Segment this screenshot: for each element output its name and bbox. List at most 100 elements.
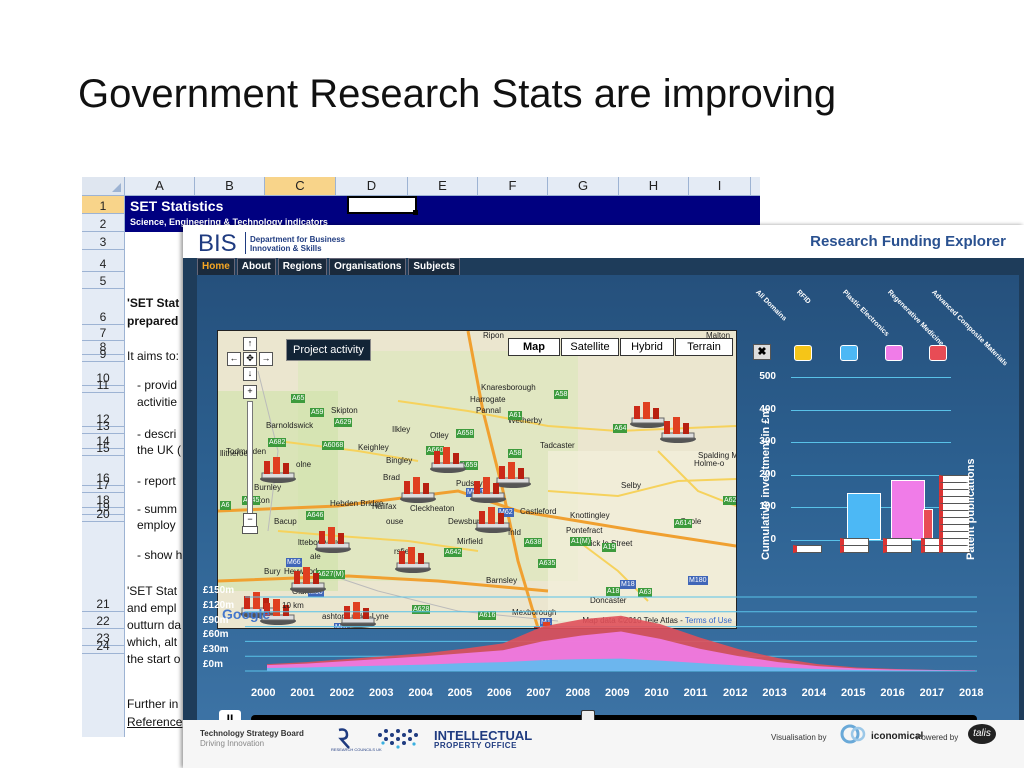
terms-of-use-link[interactable]: Terms of Use bbox=[684, 616, 732, 625]
y2-axis-label: Patent publications bbox=[965, 458, 977, 560]
zoom-slider-track[interactable] bbox=[247, 401, 253, 523]
row-header-15[interactable]: 15 bbox=[82, 442, 124, 456]
pan-up-icon[interactable]: ↑ bbox=[243, 337, 257, 351]
project-marker-icon[interactable] bbox=[258, 451, 298, 485]
y-tick-label: 100 bbox=[759, 501, 776, 513]
project-marker-icon[interactable] bbox=[428, 441, 468, 475]
select-all-corner[interactable] bbox=[82, 177, 125, 195]
column-header-i[interactable]: I bbox=[689, 177, 751, 195]
zoom-in-icon[interactable]: + bbox=[243, 385, 257, 399]
pan-down-icon[interactable]: ↓ bbox=[243, 367, 257, 381]
column-header-e[interactable]: E bbox=[408, 177, 478, 195]
map-place-label: Castleford bbox=[520, 507, 557, 516]
project-marker-icon[interactable] bbox=[628, 396, 668, 430]
map-place-label: Mirfield bbox=[457, 537, 483, 546]
legend-toggle-4[interactable] bbox=[929, 345, 947, 361]
legend-toggle-3[interactable] bbox=[885, 345, 903, 361]
row-header-8[interactable]: 8 bbox=[82, 341, 124, 355]
row-header-10[interactable]: 10 bbox=[82, 362, 124, 386]
map-type-map[interactable]: Map bbox=[508, 338, 560, 356]
row-header-21[interactable]: 21 bbox=[82, 522, 124, 612]
zoom-slider-handle[interactable] bbox=[242, 526, 258, 534]
row-header-1[interactable]: 1 bbox=[82, 196, 124, 214]
timeline-slider-track[interactable] bbox=[251, 715, 977, 723]
funding-bar[interactable] bbox=[923, 509, 933, 540]
tsb-name: Technology Strategy Board bbox=[200, 729, 304, 738]
dept-name-line1: Department for Business bbox=[250, 235, 346, 244]
legend-toggle-1[interactable] bbox=[794, 345, 812, 361]
project-marker-icon[interactable] bbox=[398, 471, 438, 505]
nav-about[interactable]: About bbox=[236, 258, 276, 276]
project-marker-icon[interactable] bbox=[258, 593, 298, 627]
map-type-satellite[interactable]: Satellite bbox=[561, 338, 619, 356]
nav-subjects[interactable]: Subjects bbox=[408, 258, 461, 276]
row-number: 1 bbox=[99, 199, 107, 213]
map-type-hybrid[interactable]: Hybrid bbox=[620, 338, 674, 356]
zoom-out-icon[interactable]: − bbox=[243, 513, 257, 527]
nav-organisations[interactable]: Organisations bbox=[329, 258, 407, 276]
column-header-f[interactable]: F bbox=[478, 177, 548, 195]
app-title: Research Funding Explorer bbox=[810, 233, 1006, 250]
nav-home[interactable]: Home bbox=[197, 258, 235, 276]
nav-regions[interactable]: Regions bbox=[277, 258, 328, 276]
row-header-18[interactable]: 18 bbox=[82, 493, 124, 508]
row-header-20[interactable]: 20 bbox=[82, 508, 124, 522]
row-header-14[interactable]: 14 bbox=[82, 434, 124, 449]
row-header-11[interactable]: 11 bbox=[82, 379, 124, 393]
patent-stack-icon bbox=[793, 545, 822, 553]
rcuk-logo-icon bbox=[338, 728, 350, 749]
map-place-label: Bacup bbox=[274, 517, 297, 526]
y-tick-label: 0 bbox=[770, 534, 776, 545]
project-marker-icon[interactable] bbox=[338, 596, 378, 629]
map-place-label: Todmorden bbox=[226, 447, 266, 456]
column-header-g[interactable]: G bbox=[548, 177, 619, 195]
project-activity-button[interactable]: Project activity bbox=[286, 339, 371, 361]
row-header-19[interactable]: 19 bbox=[82, 501, 124, 515]
column-header-h[interactable]: H bbox=[619, 177, 689, 195]
row-header-23[interactable]: 23 bbox=[82, 629, 124, 646]
close-icon[interactable]: ✖ bbox=[753, 344, 771, 360]
row-header-5[interactable]: 5 bbox=[82, 272, 124, 289]
cell-text: It aims to: bbox=[127, 349, 180, 363]
column-header-c[interactable]: C bbox=[265, 177, 336, 195]
row-header-13[interactable]: 13 bbox=[82, 420, 124, 434]
map-place-label: Keighley bbox=[358, 443, 389, 452]
project-marker-icon[interactable] bbox=[393, 541, 433, 575]
column-header-d[interactable]: D bbox=[336, 177, 408, 195]
cell-link[interactable]: Reference bbox=[127, 715, 183, 729]
map-type-terrain[interactable]: Terrain bbox=[675, 338, 733, 356]
project-marker-icon[interactable] bbox=[658, 411, 698, 445]
project-marker-icon[interactable] bbox=[493, 456, 533, 490]
timeline-year-label: 2009 bbox=[605, 687, 630, 699]
row-header-9[interactable]: 9 bbox=[82, 348, 124, 362]
row-header-24[interactable]: 24 bbox=[82, 640, 124, 654]
ipo-name-line1: INTELLECTUAL bbox=[434, 728, 533, 743]
row-header-7[interactable]: 7 bbox=[82, 325, 124, 341]
column-header-a[interactable]: A bbox=[125, 177, 195, 195]
row-header-3[interactable]: 3 bbox=[82, 232, 124, 250]
row-header-22[interactable]: 22 bbox=[82, 612, 124, 629]
row-header-2[interactable]: 2 bbox=[82, 214, 124, 232]
selected-cell-c1[interactable] bbox=[347, 196, 418, 215]
row-header-16[interactable]: 16 bbox=[82, 456, 124, 486]
row-header-6[interactable]: 6 bbox=[82, 289, 124, 325]
timeline-year-label: 2018 bbox=[959, 687, 984, 699]
row-header-4[interactable]: 4 bbox=[82, 250, 124, 272]
project-marker-icon[interactable] bbox=[288, 561, 328, 595]
row-header-12[interactable]: 12 bbox=[82, 393, 124, 427]
legend-toggle-2[interactable] bbox=[840, 345, 858, 361]
funding-bar[interactable] bbox=[847, 492, 881, 540]
pan-center-icon[interactable]: ✥ bbox=[243, 352, 257, 366]
funding-bar[interactable] bbox=[891, 479, 925, 540]
pan-right-icon[interactable]: → bbox=[259, 352, 273, 366]
column-header-b[interactable]: B bbox=[195, 177, 265, 195]
pan-left-icon[interactable]: ← bbox=[227, 352, 241, 366]
row-header-17[interactable]: 17 bbox=[82, 479, 124, 493]
project-marker-icon[interactable] bbox=[473, 501, 513, 535]
road-shield: A629 bbox=[334, 418, 353, 427]
row-number: 17 bbox=[96, 478, 110, 492]
map-view[interactable]: Ripon Malton Knaresborough Harrogate Pannal W… bbox=[217, 330, 737, 629]
map-place-label: Knaresborough bbox=[481, 383, 536, 392]
project-marker-icon[interactable] bbox=[313, 521, 353, 555]
project-marker-icon[interactable] bbox=[468, 471, 508, 505]
